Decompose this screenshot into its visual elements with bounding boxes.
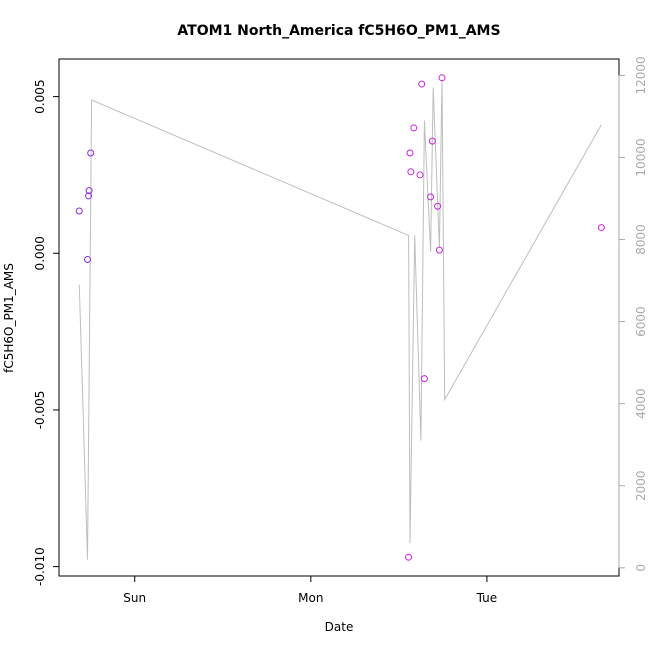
right-y-tick-label-6: 12000 <box>634 56 648 94</box>
data-point-12 <box>427 193 435 201</box>
x-tick-label-0: Sun <box>123 591 146 605</box>
left-y-tick-label-2: 0.000 <box>33 236 47 270</box>
x-axis: Sun Mon Tue <box>123 576 497 605</box>
data-point-4 <box>87 149 95 157</box>
data-point-2 <box>85 192 93 200</box>
left-axis: -0.010 -0.005 0.000 0.005 <box>33 79 59 586</box>
data-point-15 <box>435 246 443 254</box>
data-point-11 <box>420 375 428 383</box>
right-y-tick-label-3: 6000 <box>634 306 648 337</box>
series-line <box>78 79 602 560</box>
right-axis: 0 2000 4000 6000 8000 10000 12000 <box>618 56 648 572</box>
plot-frame <box>58 58 620 577</box>
data-point-10 <box>418 80 426 88</box>
left-y-tick-label-0: -0.010 <box>33 547 47 586</box>
left-y-tick-label-3: 0.005 <box>33 79 47 113</box>
data-point-9 <box>416 171 424 179</box>
right-y-tick-label-4: 8000 <box>634 224 648 255</box>
x-tick-label-1: Mon <box>298 591 323 605</box>
right-y-tick-label-1: 2000 <box>634 470 648 501</box>
chart-title: ATOM1 North_America fC5H6O_PM1_AMS <box>177 23 500 39</box>
data-point-0 <box>75 207 83 215</box>
x-axis-label: Date <box>325 620 354 634</box>
data-point-14 <box>434 202 442 210</box>
scatter-series <box>75 74 605 561</box>
data-point-8 <box>410 124 418 132</box>
right-y-tick-label-2: 4000 <box>634 388 648 419</box>
data-point-3 <box>85 187 93 195</box>
data-point-6 <box>406 149 414 157</box>
right-y-tick-label-5: 10000 <box>634 138 648 176</box>
data-point-7 <box>407 168 415 176</box>
y-axis-label: fC5H6O_PM1_AMS <box>2 263 16 373</box>
right-y-tick-label-0: 0 <box>634 564 648 572</box>
line-series <box>78 79 602 560</box>
data-point-5 <box>405 553 413 561</box>
data-point-13 <box>428 137 436 145</box>
x-tick-label-2: Tue <box>476 591 498 605</box>
left-y-tick-label-1: -0.005 <box>33 391 47 430</box>
data-point-16 <box>438 74 446 82</box>
data-point-17 <box>597 224 605 232</box>
data-point-1 <box>84 256 92 264</box>
